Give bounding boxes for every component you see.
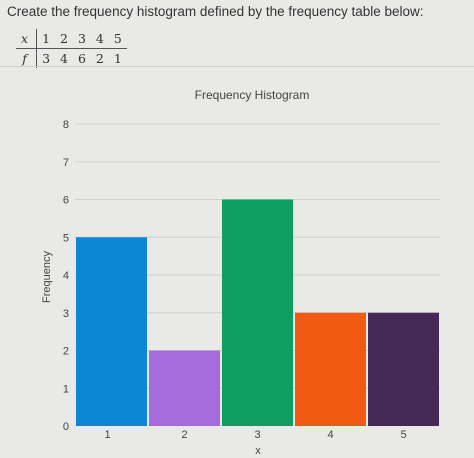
table-cell-x: 1 [36,29,56,49]
x-axis-label: x [255,445,261,457]
histogram-bar-3[interactable] [222,199,293,427]
question-text: Create the frequency histogram defined b… [7,4,424,19]
y-tick-label: 1 [63,383,69,395]
y-tick-label: 8 [63,119,69,131]
table-cell-x: 2 [55,29,73,49]
table-cell-x: 5 [108,29,127,49]
x-tick-label: 2 [181,429,187,441]
y-tick-label: 3 [63,308,69,320]
histogram-bar-1[interactable] [76,237,147,426]
chart-title: Frequency Histogram [195,88,310,102]
table-cell-f: 6 [77,51,86,66]
table-cell-f: 3 [42,51,51,66]
x-tick-label: 1 [104,429,110,441]
table-cell-f: 2 [95,51,104,66]
y-tick-label: 2 [63,346,69,358]
table-header-x: x [16,29,38,49]
histogram-chart[interactable]: Frequency Histogram 0 1 2 3 4 5 6 7 8 1 2 3 4 5 Freq… [0,68,474,458]
y-tick-label: 6 [63,195,69,207]
table-cell-f: 1 [113,51,122,66]
table-header-f: f [16,48,38,68]
y-tick-labels: 0 1 2 3 4 5 6 7 8 [63,119,69,433]
table-cell-x: 3 [72,29,91,49]
table-cell-x: 4 [90,29,109,49]
y-tick-label: 7 [63,157,69,169]
x-tick-label: 3 [254,429,260,441]
x-tick-label: 5 [400,429,406,441]
x-tick-label: 4 [327,429,333,441]
bar-layer[interactable] [76,199,439,427]
table-cell-f: 4 [60,51,68,66]
table-row-x: x 1 2 3 4 5 [16,29,127,49]
y-axis-label: Frequency [41,251,53,303]
y-tick-label: 5 [63,232,69,244]
x-tick-labels: 1 2 3 4 5 [104,429,406,441]
table-row-f: f 3 4 6 2 1 [16,48,127,68]
divider [0,66,474,67]
histogram-bar-5[interactable] [368,312,439,426]
y-tick-label: 4 [63,270,69,282]
frequency-table: x 1 2 3 4 5 f 3 4 6 2 1 [16,29,127,68]
histogram-bar-4[interactable] [295,312,366,426]
histogram-bar-2[interactable] [149,350,220,427]
y-tick-label: 0 [63,421,69,433]
